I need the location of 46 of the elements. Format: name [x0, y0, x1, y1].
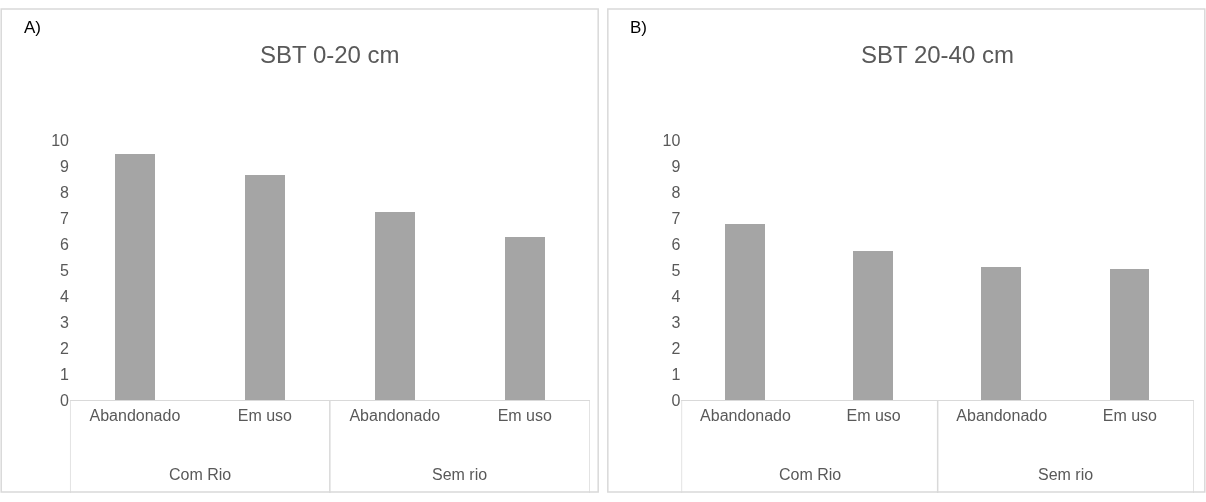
x-tick-label: Em uso [497, 406, 552, 424]
bar [1110, 269, 1150, 401]
y-tick-label: 10 [662, 132, 681, 150]
x-tick-label: Abandonado [349, 406, 441, 424]
x-tick-label: Em uso [846, 406, 901, 424]
x-tick-label: Abandonado [956, 406, 1048, 424]
y-tick-label: 6 [60, 235, 70, 253]
x-tick-label: Em uso [1102, 406, 1158, 424]
y-tick-label: 1 [671, 365, 681, 383]
y-tick-label: 7 [671, 210, 681, 227]
text: Sem rio [1038, 466, 1094, 483]
y-tick-label: 5 [671, 261, 681, 279]
bar [853, 251, 894, 401]
bar [981, 267, 1022, 401]
y-tick-label: 9 [671, 158, 681, 176]
chart-title: SBT 0-20 cm [260, 41, 400, 68]
y-tick-label: 3 [671, 313, 681, 331]
bar [114, 154, 155, 401]
text: Com Rio [169, 466, 232, 483]
y-tick-label: 5 [60, 261, 70, 279]
y-tick-label: 7 [60, 210, 70, 227]
y-tick-label: 1 [60, 365, 70, 383]
y-tick-label: 4 [671, 287, 681, 305]
text: B) [630, 18, 647, 37]
y-tick-label: 0 [60, 391, 70, 409]
chart-title: SBT 20-40 cm [861, 41, 1014, 68]
y-tick-label: 2 [671, 339, 681, 357]
bar [504, 237, 545, 401]
y-tick-label: 10 [51, 132, 70, 150]
text: Com Rio [779, 466, 842, 483]
x-tick-label: Abandonado [89, 406, 181, 424]
y-tick-label: 4 [60, 287, 70, 305]
text: A) [24, 18, 41, 37]
x-tick-label: Em uso [237, 406, 293, 424]
y-tick-label: 2 [60, 339, 70, 357]
y-tick-label: 6 [671, 235, 681, 253]
x-tick-label: Abandonado [700, 406, 791, 424]
bar [725, 224, 766, 401]
y-tick-label: 3 [60, 313, 70, 331]
bar [244, 175, 285, 401]
text: Sem rio [432, 466, 488, 483]
y-tick-label: 9 [60, 158, 70, 176]
bar [374, 212, 415, 401]
y-tick-label: 8 [671, 184, 681, 201]
y-tick-label: 8 [60, 184, 70, 201]
y-tick-label: 0 [671, 391, 681, 409]
